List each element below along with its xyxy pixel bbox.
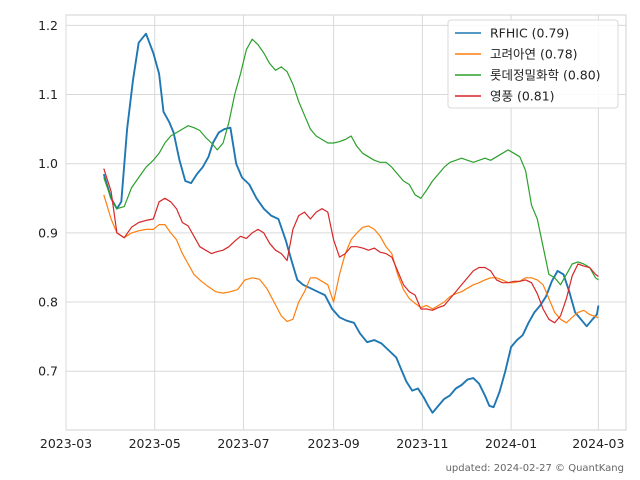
series-line-4 — [103, 168, 599, 324]
x-tick-label: 2024-01 — [485, 436, 537, 451]
legend-label: RFHIC (0.79) — [490, 26, 569, 41]
legend-label: 고려아연 (0.78) — [490, 47, 578, 62]
legend-box — [447, 19, 619, 109]
x-axis: 2023-03 2023-05 2023-07 2023-09 2023-11 2024-… — [40, 436, 625, 451]
x-tick-label: 2023-03 — [40, 436, 92, 451]
y-tick-label: 1.2 — [38, 18, 58, 33]
series-line-1 — [102, 32, 600, 414]
x-tick-label: 2023-07 — [217, 436, 269, 451]
series-lines — [102, 32, 600, 414]
legend: RFHIC (0.79) 고려아연 (0.78) 롯데정밀화학 (0.80) 영풍 (… — [447, 19, 619, 109]
series-line-3 — [103, 38, 599, 286]
x-tick-label: 2024-03 — [572, 436, 624, 451]
y-tick-label: 0.7 — [38, 364, 58, 379]
y-tick-label: 1.0 — [38, 156, 58, 171]
y-tick-label: 0.8 — [38, 295, 58, 310]
legend-label: 영풍 (0.81) — [490, 89, 555, 104]
y-tick-label: 1.1 — [38, 87, 58, 102]
y-axis: 0.7 0.8 0.9 1.0 1.1 1.2 — [38, 18, 58, 379]
x-tick-label: 2023-09 — [308, 436, 360, 451]
x-tick-label: 2023-05 — [129, 436, 181, 451]
series-line-2 — [103, 194, 599, 324]
x-tick-label: 2023-11 — [396, 436, 448, 451]
y-tick-label: 0.9 — [38, 225, 58, 240]
footer-credit: updated: 2024-02-27 © QuantKang — [446, 463, 624, 474]
legend-label: 롯데정밀화학 (0.80) — [490, 68, 601, 83]
